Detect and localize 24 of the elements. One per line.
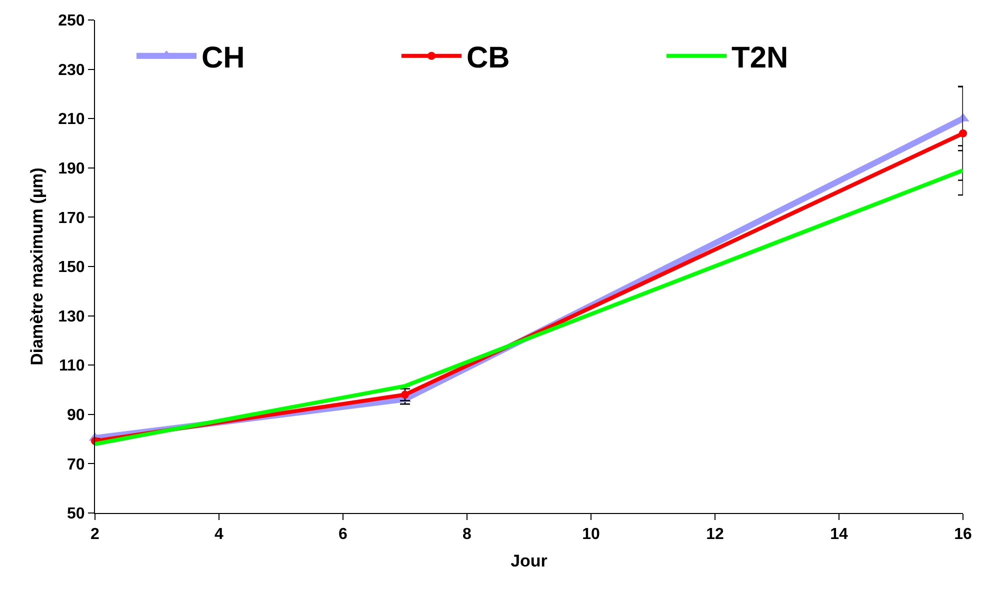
x-tick-label: 4 [214, 526, 224, 544]
y-tick-label: 190 [58, 160, 85, 178]
x-axis-title: Jour [510, 552, 548, 571]
y-axis-title: Diamètre maximum (µm) [28, 168, 47, 366]
y-tick-label: 90 [67, 407, 85, 424]
legend-label: T2N [732, 42, 788, 75]
y-tick-label: 50 [67, 506, 85, 523]
y-tick-label: 170 [58, 210, 85, 227]
x-tick-label: 8 [462, 526, 472, 544]
y-tick-label: 130 [58, 308, 85, 326]
y-tick-label: 250 [58, 12, 85, 30]
x-tick-label: 10 [582, 526, 600, 544]
x-tick-label: 12 [706, 526, 724, 544]
y-tick-label: 210 [58, 111, 85, 128]
legend-label: CB [466, 42, 510, 75]
x-tick-label: 14 [830, 526, 848, 544]
y-tick-label: 150 [58, 259, 85, 276]
legend-label: CH [202, 42, 245, 75]
y-tick-label: 110 [58, 358, 85, 375]
x-tick-label: 6 [338, 526, 348, 544]
y-tick-label: 70 [67, 456, 85, 474]
y-tick-label: 230 [58, 62, 85, 79]
x-tick-label: 16 [954, 526, 972, 544]
x-tick-label: 2 [90, 526, 100, 544]
